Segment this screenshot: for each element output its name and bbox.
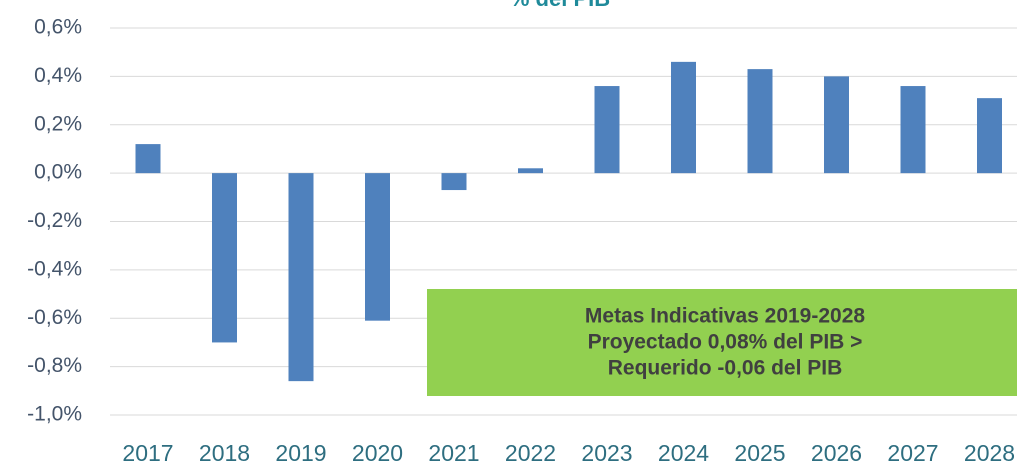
y-tick-label: 0,4% (34, 64, 82, 87)
y-tick-label: 0,6% (34, 16, 82, 39)
bar (518, 168, 543, 174)
chart-title: % del PIB (510, 0, 610, 11)
x-tick-label: 2024 (658, 440, 709, 466)
y-tick-label: -0,4% (27, 257, 82, 280)
x-tick-label: 2022 (505, 440, 556, 466)
x-tick-label: 2028 (964, 440, 1015, 466)
x-tick-label: 2021 (428, 440, 479, 466)
y-tick-label: 0,0% (34, 161, 82, 184)
bar (671, 61, 696, 174)
bar (594, 86, 620, 174)
x-tick-label: 2026 (811, 440, 862, 466)
x-tick-label: 2025 (734, 440, 785, 466)
bar (747, 69, 773, 174)
bar (288, 173, 314, 382)
y-tick-label: -0,6% (27, 306, 82, 329)
y-tick-label: -0,2% (27, 209, 82, 232)
bar (135, 144, 161, 174)
x-tick-label: 2020 (352, 440, 403, 466)
x-tick-label: 2019 (275, 440, 326, 466)
bar (441, 173, 467, 191)
bar (824, 76, 849, 174)
annotation-text: Metas Indicativas 2019-2028 (585, 305, 865, 328)
bar (977, 98, 1002, 174)
bar (212, 173, 237, 343)
bar (365, 173, 390, 321)
y-tick-label: 0,2% (34, 112, 82, 135)
x-tick-label: 2023 (581, 440, 632, 466)
annotation-text: Requerido -0,06 del PIB (608, 357, 843, 380)
x-tick-label: 2027 (887, 440, 938, 466)
y-tick-label: -1,0% (27, 403, 82, 426)
annotation-box (427, 289, 1017, 396)
y-tick-label: -0,8% (27, 354, 82, 377)
annotation-text: Proyectado 0,08% del PIB > (588, 331, 863, 354)
bar (900, 86, 926, 174)
x-tick-label: 2017 (122, 440, 173, 466)
x-tick-label: 2018 (199, 440, 250, 466)
